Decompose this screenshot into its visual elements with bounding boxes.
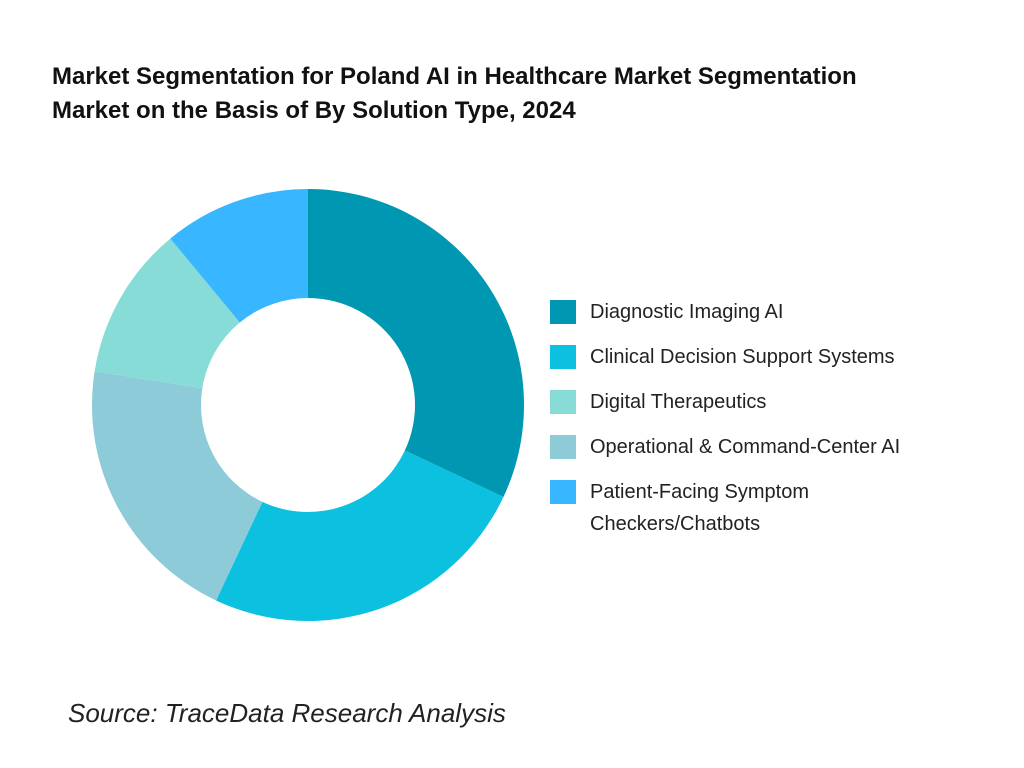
legend-item: Clinical Decision Support Systems	[550, 341, 970, 373]
donut-slice	[170, 189, 308, 323]
legend-item: Patient-Facing Symptom Checkers/Chatbots	[550, 476, 970, 540]
donut-slice	[94, 238, 240, 389]
legend-item: Diagnostic Imaging AI	[550, 296, 970, 328]
legend-swatch	[550, 390, 576, 414]
legend-label: Clinical Decision Support Systems	[590, 346, 895, 368]
legend: Diagnostic Imaging AI Clinical Decision S…	[550, 296, 970, 553]
source-note: Source: TraceData Research Analysis	[68, 698, 506, 728]
legend-swatch	[550, 345, 576, 369]
legend-label: Operational & Command-Center AI	[590, 436, 901, 458]
chart-title: Market Segmentation for Poland AI in Hea…	[52, 63, 857, 124]
legend-swatch	[550, 480, 576, 504]
legend-label: Diagnostic Imaging AI	[590, 301, 784, 323]
donut-slice	[92, 371, 263, 601]
legend-swatch	[550, 300, 576, 324]
legend-label: Digital Therapeutics	[590, 391, 767, 413]
legend-swatch	[550, 435, 576, 459]
legend-item: Digital Therapeutics	[550, 386, 970, 418]
donut-slice	[216, 450, 504, 621]
donut-slice	[308, 189, 524, 497]
legend-item: Operational & Command-Center AI	[550, 431, 970, 463]
legend-label: Patient-Facing Symptom Checkers/Chatbots	[590, 481, 809, 535]
